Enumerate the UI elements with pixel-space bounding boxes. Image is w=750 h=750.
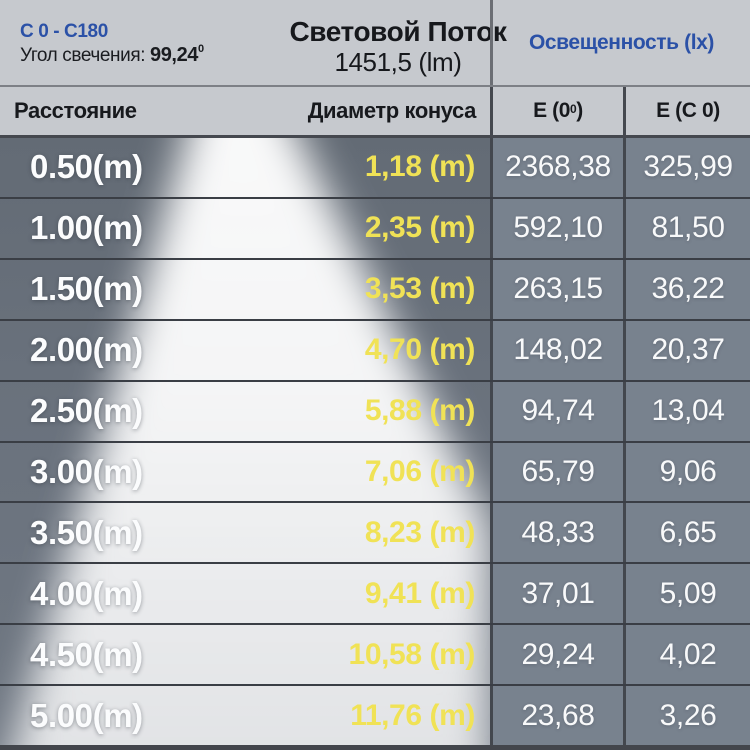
table-row: 4.00(m) 9,41 (m) 37,01 5,09	[0, 564, 750, 626]
table-row: 1.00(m) 2,35 (m) 592,10 81,50	[0, 198, 750, 260]
distance-value: 3.50(m)	[30, 513, 143, 551]
table-body-area: 0.50(m) 1,18 (m) 2368,38 325,99 1.00(m) …	[0, 138, 750, 746]
cone-diameter-value: 3,53 (m)	[364, 272, 476, 306]
e0-header-superscript: 0	[570, 102, 577, 116]
e0-value: 29,24	[490, 625, 623, 685]
table-row: 2.00(m) 4,70 (m) 148,02 20,37	[0, 320, 750, 382]
row-left-cells: 4.50(m) 10,58 (m)	[0, 625, 490, 684]
table-body: 0.50(m) 1,18 (m) 2368,38 325,99 1.00(m) …	[0, 138, 750, 746]
table-row: 5.00(m) 11,76 (m) 23,68 3,26	[0, 686, 750, 746]
beam-angle-line: Угол свечения: 99,240	[20, 43, 204, 67]
distance-value: 0.50(m)	[30, 148, 143, 186]
e0-value: 48,33	[490, 503, 623, 563]
ec0-value: 9,06	[623, 442, 750, 502]
ec0-value: 13,04	[623, 381, 750, 441]
table-row: 4.50(m) 10,58 (m) 29,24 4,02	[0, 625, 750, 687]
cone-diameter-value: 8,23 (m)	[364, 515, 476, 549]
e0-header-text: E (0	[533, 99, 571, 122]
row-left-cells: 0.50(m) 1,18 (m)	[0, 138, 490, 197]
cone-diameter-value: 11,76 (m)	[350, 698, 475, 732]
distance-value: 2.50(m)	[30, 392, 143, 430]
luminous-flux-block: Световой Поток 1451,5 (lm)	[248, 16, 548, 77]
cone-diameter-column-header: Диаметр конуса	[307, 98, 477, 123]
ec0-value: 325,99	[623, 138, 750, 197]
table-row: 3.00(m) 7,06 (m) 65,79 9,06	[0, 442, 750, 504]
row-left-cells: 3.50(m) 8,23 (m)	[0, 503, 490, 562]
header-divider-line	[490, 0, 493, 85]
illuminance-title: Освещенность (lx)	[528, 30, 715, 54]
cone-diameter-value: 9,41 (m)	[364, 576, 476, 610]
beam-angle-superscript: 0	[198, 42, 204, 55]
row-left-cells: 2.50(m) 5,88 (m)	[0, 382, 490, 441]
distance-value: 3.00(m)	[30, 452, 143, 490]
e0-value: 263,15	[490, 259, 623, 319]
row-left-cells: 5.00(m) 11,76 (m)	[0, 686, 490, 745]
row-left-cells: 1.00(m) 2,35 (m)	[0, 199, 490, 258]
table-row: 0.50(m) 1,18 (m) 2368,38 325,99	[0, 138, 750, 199]
ec0-value: 4,02	[623, 625, 750, 685]
c-plane-label: C 0 - C180	[20, 21, 108, 42]
cone-diameter-value: 7,06 (m)	[364, 454, 476, 488]
e0-value: 94,74	[490, 381, 623, 441]
row-left-cells: 3.00(m) 7,06 (m)	[0, 443, 490, 502]
e0-header-close: )	[576, 99, 583, 122]
ec0-value: 3,26	[623, 686, 750, 746]
e0-value: 23,68	[490, 686, 623, 746]
beam-angle-label: Угол свечения:	[20, 45, 150, 67]
distance-value: 4.00(m)	[30, 574, 143, 612]
ec0-value: 20,37	[623, 320, 750, 380]
top-header: C 0 - C180 Угол свечения: 99,240 Светово…	[0, 0, 750, 85]
left-column-headers: Расстояние Диаметр конуса	[0, 87, 490, 135]
bottom-border-bar	[0, 745, 750, 750]
e0-value: 65,79	[490, 442, 623, 502]
ec0-value: 6,65	[623, 503, 750, 563]
beam-angle-value: 99,24	[149, 44, 199, 67]
distance-column-header: Расстояние	[14, 98, 137, 123]
ec0-value: 5,09	[623, 564, 750, 624]
table-row: 3.50(m) 8,23 (m) 48,33 6,65	[0, 503, 750, 565]
luminous-flux-title: Световой Поток	[289, 16, 507, 47]
column-header-row: Расстояние Диаметр конуса E (0 0) E (C 0)	[0, 85, 750, 138]
e0-column-header: E (0 0)	[490, 87, 623, 135]
luminous-flux-value: 1451,5 (lm)	[334, 47, 462, 78]
ec0-column-header: E (C 0)	[623, 87, 750, 135]
e0-value: 37,01	[490, 564, 623, 624]
e0-value: 148,02	[490, 320, 623, 380]
ec0-value: 81,50	[623, 198, 750, 258]
e0-value: 592,10	[490, 198, 623, 258]
row-left-cells: 1.50(m) 3,53 (m)	[0, 260, 490, 319]
cone-diameter-value: 1,18 (m)	[364, 150, 476, 184]
table-row: 1.50(m) 3,53 (m) 263,15 36,22	[0, 259, 750, 321]
cone-diameter-value: 2,35 (m)	[364, 211, 476, 245]
row-left-cells: 2.00(m) 4,70 (m)	[0, 321, 490, 380]
distance-value: 2.00(m)	[30, 331, 143, 369]
distance-value: 1.50(m)	[30, 270, 143, 308]
ec0-value: 36,22	[623, 259, 750, 319]
table-row: 2.50(m) 5,88 (m) 94,74 13,04	[0, 381, 750, 443]
plane-angle-block: C 0 - C180 Угол свечения: 99,240	[20, 20, 204, 68]
cone-diameter-value: 5,88 (m)	[364, 394, 476, 428]
distance-value: 5.00(m)	[30, 696, 143, 734]
distance-value: 1.00(m)	[30, 209, 143, 247]
cone-diameter-value: 4,70 (m)	[364, 333, 476, 367]
row-left-cells: 4.00(m) 9,41 (m)	[0, 564, 490, 623]
e0-value: 2368,38	[490, 138, 623, 197]
cone-diameter-value: 10,58 (m)	[348, 637, 476, 671]
distance-value: 4.50(m)	[30, 635, 143, 673]
